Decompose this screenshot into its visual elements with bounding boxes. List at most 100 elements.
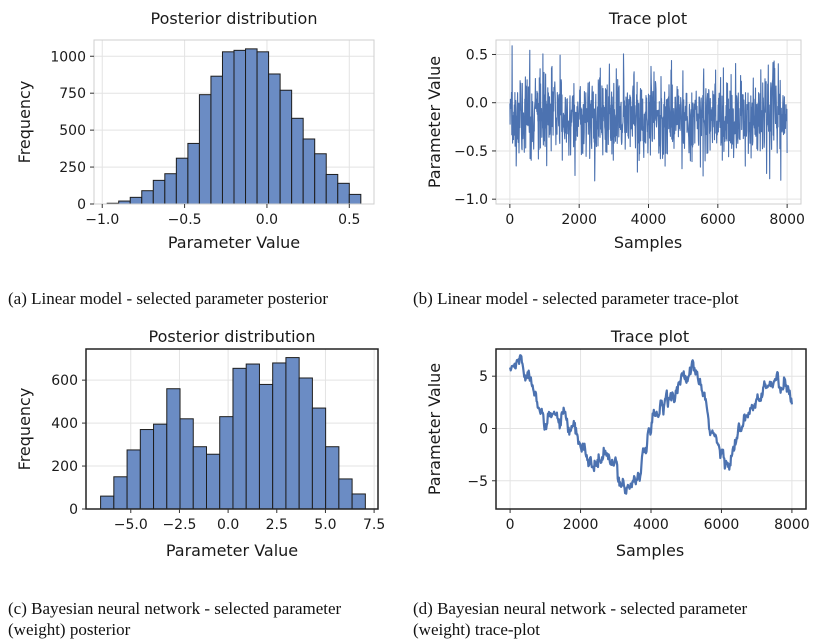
histogram-bar <box>338 478 353 510</box>
histogram-bar <box>351 493 366 510</box>
y-tick-label: 0.5 <box>466 47 488 63</box>
histogram-bar <box>325 173 339 205</box>
chart-title: Trace plot <box>610 327 689 346</box>
caption-b: (b) Linear model - selected parameter tr… <box>413 289 739 308</box>
histogram-bar <box>141 190 154 205</box>
histogram-bar <box>302 138 316 205</box>
histogram-bar <box>268 73 281 205</box>
x-tick-label: 5.0 <box>314 517 336 533</box>
chart-b-linear-trace: Trace plot −1.0 −0.5 0.0 0.5 0 2000 4000 6000 8… <box>425 9 805 252</box>
x-axis-label: Samples <box>616 541 684 560</box>
x-axis-label: Parameter Value <box>166 541 298 560</box>
y-tick-label: 500 <box>59 123 86 139</box>
x-tick-label: 2.5 <box>266 517 288 533</box>
y-tick-label: −0.5 <box>454 144 488 160</box>
y-tick-label: 400 <box>51 416 78 432</box>
x-tick-label: −5.0 <box>114 517 148 533</box>
y-axis-label: Frequency <box>15 388 34 471</box>
histogram-bar <box>175 157 189 205</box>
histogram-bar <box>291 117 304 205</box>
chart-d-bnn-trace: Trace plot −5 0 5 0 2000 4000 6000 8000 Sample… <box>425 327 810 560</box>
caption-c-line1: (c) Bayesian neural network - selected p… <box>8 599 342 618</box>
x-tick-label: −0.5 <box>168 212 202 228</box>
y-tick-label: 0 <box>69 502 78 518</box>
chart-title: Posterior distribution <box>151 9 318 28</box>
x-tick-label: 8000 <box>769 212 805 228</box>
histogram-bar <box>129 196 143 205</box>
histogram-bar <box>210 75 223 205</box>
histogram-bar <box>348 193 362 205</box>
y-axis-label: Parameter Value <box>425 363 444 495</box>
histogram-bar <box>272 362 287 510</box>
x-tick-label: 0.0 <box>256 212 278 228</box>
histogram-bar <box>314 153 327 205</box>
histogram-bar <box>192 446 207 510</box>
x-tick-label: 7.5 <box>363 517 385 533</box>
y-tick-label: 5 <box>479 369 488 385</box>
histogram-bar <box>126 449 141 510</box>
y-axis-label: Frequency <box>15 81 34 164</box>
y-tick-label: 750 <box>59 86 86 102</box>
caption-d: (d) Bayesian neural network - selected p… <box>413 598 747 640</box>
chart-title: Posterior distribution <box>149 327 316 346</box>
histogram-bar <box>325 446 340 510</box>
histogram-bar <box>245 363 260 510</box>
chart-a-linear-posterior: Posterior distribution 0 250 500 750 1000 −1… <box>15 9 375 252</box>
caption-c: (c) Bayesian neural network - selected p… <box>8 598 341 640</box>
chart-c-bnn-posterior: Posterior distribution 0 200 400 600 −5.0 −2… <box>15 327 385 560</box>
histogram-bar <box>164 173 177 205</box>
histogram-bar <box>205 453 221 510</box>
x-tick-label: 0.0 <box>217 517 239 533</box>
chart-title: Trace plot <box>608 9 687 28</box>
caption-d-line1: (d) Bayesian neural network - selected p… <box>413 599 748 618</box>
caption-c-line2: (weight) posterior <box>8 620 131 639</box>
y-tick-label: −5 <box>467 474 488 490</box>
histogram-bar <box>219 416 234 510</box>
y-tick-label: 0 <box>479 421 488 437</box>
histogram-bar <box>153 423 168 510</box>
histogram-bar <box>187 142 200 205</box>
plot-frame <box>93 39 375 205</box>
x-axis-label: Samples <box>614 233 682 252</box>
histogram-bar <box>198 94 212 205</box>
histogram-bar <box>279 89 293 205</box>
histogram-bar <box>245 48 258 205</box>
caption-a: (a) Linear model - selected parameter po… <box>8 289 329 308</box>
trace-line <box>509 45 788 182</box>
x-tick-label: 0.5 <box>338 212 360 228</box>
y-tick-label: 600 <box>51 373 78 389</box>
histogram-bar <box>285 357 300 510</box>
histogram-bar <box>298 377 313 510</box>
histogram-bar <box>113 476 128 510</box>
caption-d-line2: (weight) trace-plot <box>413 620 540 639</box>
y-tick-label: 0.0 <box>466 96 488 112</box>
histogram-bar <box>233 49 247 205</box>
y-tick-label: 0 <box>77 197 86 213</box>
histogram-bar <box>311 407 327 510</box>
x-tick-label: 6000 <box>704 517 740 533</box>
histogram-bar <box>258 383 274 510</box>
x-tick-label: 6000 <box>700 212 736 228</box>
x-tick-label: 0 <box>506 517 515 533</box>
x-tick-label: 0 <box>505 212 514 228</box>
x-tick-label: 8000 <box>774 517 810 533</box>
histogram-bar <box>221 51 235 205</box>
histogram-bar <box>100 495 115 510</box>
y-tick-label: 1000 <box>50 49 86 65</box>
trace-line <box>509 354 793 495</box>
y-tick-label: −1.0 <box>454 192 488 208</box>
y-axis-label: Parameter Value <box>425 56 444 188</box>
x-tick-label: 2000 <box>561 212 597 228</box>
histogram-bar <box>337 182 350 205</box>
histogram-bar <box>232 367 247 510</box>
histogram-bar <box>152 179 166 205</box>
plot-frame <box>85 348 379 510</box>
x-tick-label: 4000 <box>633 517 669 533</box>
x-axis-label: Parameter Value <box>168 233 300 252</box>
histogram-bar <box>166 388 181 510</box>
histogram-bar <box>179 418 194 510</box>
x-tick-label: −2.5 <box>162 517 196 533</box>
y-tick-label: 200 <box>51 459 78 475</box>
histogram-bar <box>139 429 155 510</box>
x-tick-label: −1.0 <box>85 212 119 228</box>
